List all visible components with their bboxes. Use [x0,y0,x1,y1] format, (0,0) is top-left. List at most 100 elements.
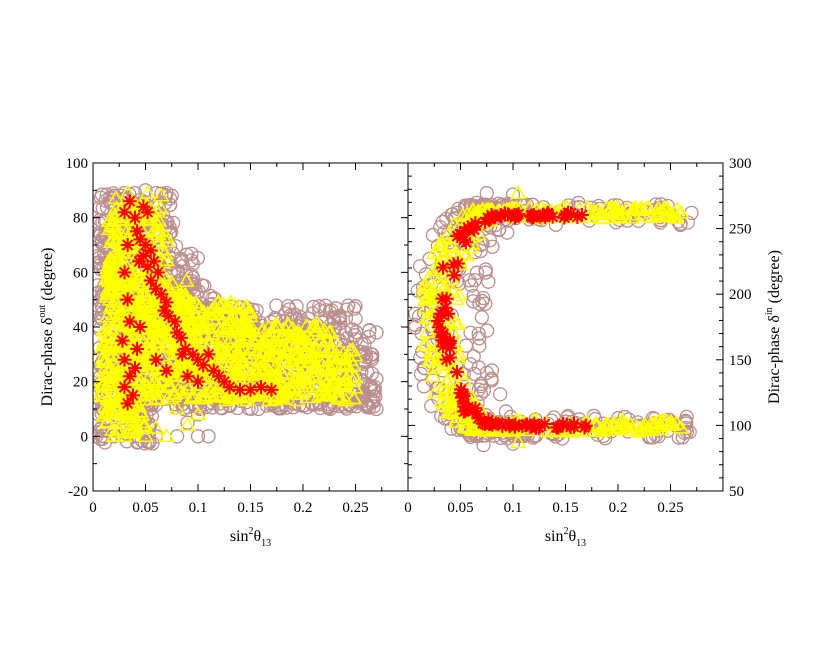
data-point [463,357,478,372]
data-point [450,256,465,271]
data-point [130,224,145,239]
data-point [107,316,125,331]
data-point [122,314,137,329]
data-point [551,420,566,435]
data-point [106,188,122,203]
data-point [433,392,451,408]
data-point [663,414,680,429]
data-point [306,299,321,315]
data-point [284,378,301,393]
data-point [137,352,154,367]
data-point [179,268,194,284]
x-tick-label: 0.1 [189,500,208,516]
data-point [166,385,183,400]
data-point [216,317,234,332]
data-point [468,401,483,416]
data-point [116,427,133,442]
data-point [269,298,284,313]
marks-layer [93,183,699,453]
data-point [212,369,226,384]
data-point [126,325,144,340]
data-point [151,265,166,280]
data-point [505,436,521,451]
data-point [606,415,624,430]
y-tick-label: 20 [73,375,88,391]
data-point [443,237,460,252]
data-point [431,320,446,335]
data-point [479,186,494,201]
data-point [120,238,135,252]
data-point [218,349,235,364]
data-point [272,374,290,389]
data-point [152,187,170,202]
data-point [364,347,379,362]
data-point [125,388,140,403]
data-point [233,382,247,397]
data-point [195,304,212,319]
data-point [416,379,432,394]
data-point [238,329,255,344]
data-point [122,374,139,389]
x-tick-label: 0.1 [504,500,523,516]
data-point [118,405,136,420]
y-tick-label: 0 [81,429,89,445]
data-point [212,388,230,403]
data-point [613,412,631,427]
data-point [149,203,166,218]
data-point [450,229,465,244]
data-point [222,294,239,309]
data-point [444,405,462,420]
data-point [610,204,627,219]
data-point [185,256,200,272]
data-point [140,205,155,220]
y-tick-label: 40 [73,320,88,336]
data-point [326,332,343,347]
data-point [474,293,490,309]
data-point [655,199,673,215]
data-point [93,429,104,444]
data-point [482,211,497,226]
data-point [679,409,694,425]
data-point [184,388,202,404]
data-point [548,217,564,232]
data-point [479,323,495,338]
data-point [325,347,343,363]
data-point [161,309,176,324]
data-point [128,210,142,225]
data-point [120,292,135,307]
data-point [149,352,163,367]
data-point [146,374,164,389]
data-point [310,362,328,377]
data-point [331,387,348,403]
data-point [143,273,158,288]
data-point [485,239,500,254]
data-point [139,184,156,199]
data-point [278,306,293,321]
data-point [426,384,444,399]
data-point [171,266,186,282]
data-point [223,330,241,345]
data-point [231,341,249,356]
data-point [336,366,353,381]
data-point [126,419,144,434]
data-point [523,419,538,434]
data-point [137,309,154,325]
data-point [150,234,167,250]
data-point [440,225,458,240]
data-point [472,338,487,353]
data-point [284,320,302,335]
data-point [442,334,457,349]
data-point [164,290,181,305]
data-point [99,338,117,353]
y-tick-label: 250 [729,222,752,238]
data-point [320,324,338,339]
data-point [190,429,206,444]
data-point [147,298,164,313]
y-tick-label: 300 [729,156,752,172]
data-point [416,334,434,350]
data-point [254,380,268,395]
data-point [464,421,481,437]
x-axis-label: sin2θ13 [230,526,271,549]
data-point [143,243,158,258]
